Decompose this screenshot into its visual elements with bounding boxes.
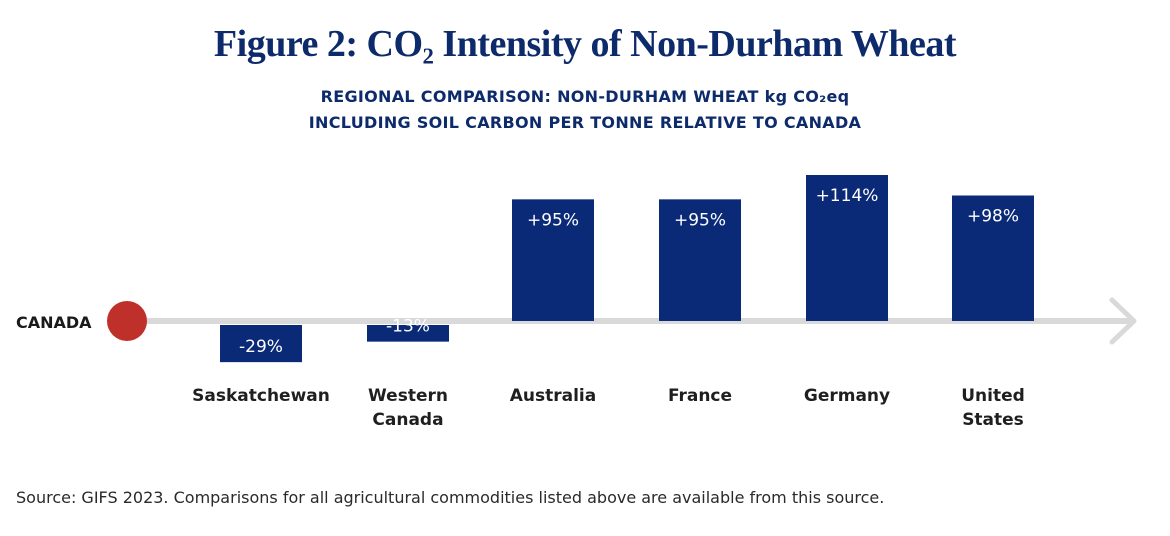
bar-0 [220,325,302,363]
category-label-1-0: Western [368,386,448,406]
data-label-0: -29% [239,337,283,357]
bar-1 [367,325,449,342]
category-label-3: France [668,386,732,406]
data-label-2: +95% [527,210,579,230]
chart-subtitle: REGIONAL COMPARISON: NON-DURHAM WHEAT kg… [0,84,1170,136]
data-label-5: +98% [967,206,1019,226]
bar-5 [952,195,1034,321]
source-note: Source: GIFS 2023. Comparisons for all a… [16,488,885,507]
bar-chart: CANADA -29% Saskatchewan -13% Western Canada +… [16,175,1137,430]
category-label-5-1: States [962,410,1024,430]
baseline-label: CANADA [16,313,92,332]
subtitle-line-2: INCLUDING SOIL CARBON PER TONNE RELATIVE… [308,113,862,132]
canada-baseline-marker [107,301,147,341]
chart-title: Figure 2: CO₂ Intensity of Non-Durham Wh… [213,23,957,65]
subtitle-line-1: REGIONAL COMPARISON: NON-DURHAM WHEAT kg… [320,87,850,106]
category-label-1-1: Canada [372,410,443,430]
category-label-5-0: United [961,386,1025,406]
bar-4 [806,175,888,321]
category-label-2: Australia [510,386,597,406]
data-label-4: +114% [816,186,879,206]
bar-2 [512,199,594,321]
category-label-0: Saskatchewan [192,386,330,406]
data-label-1: -13% [386,317,430,337]
data-label-3: +95% [674,210,726,230]
axis-arrow-icon [1109,297,1137,345]
category-label-4: Germany [804,386,890,406]
bar-3 [659,199,741,321]
